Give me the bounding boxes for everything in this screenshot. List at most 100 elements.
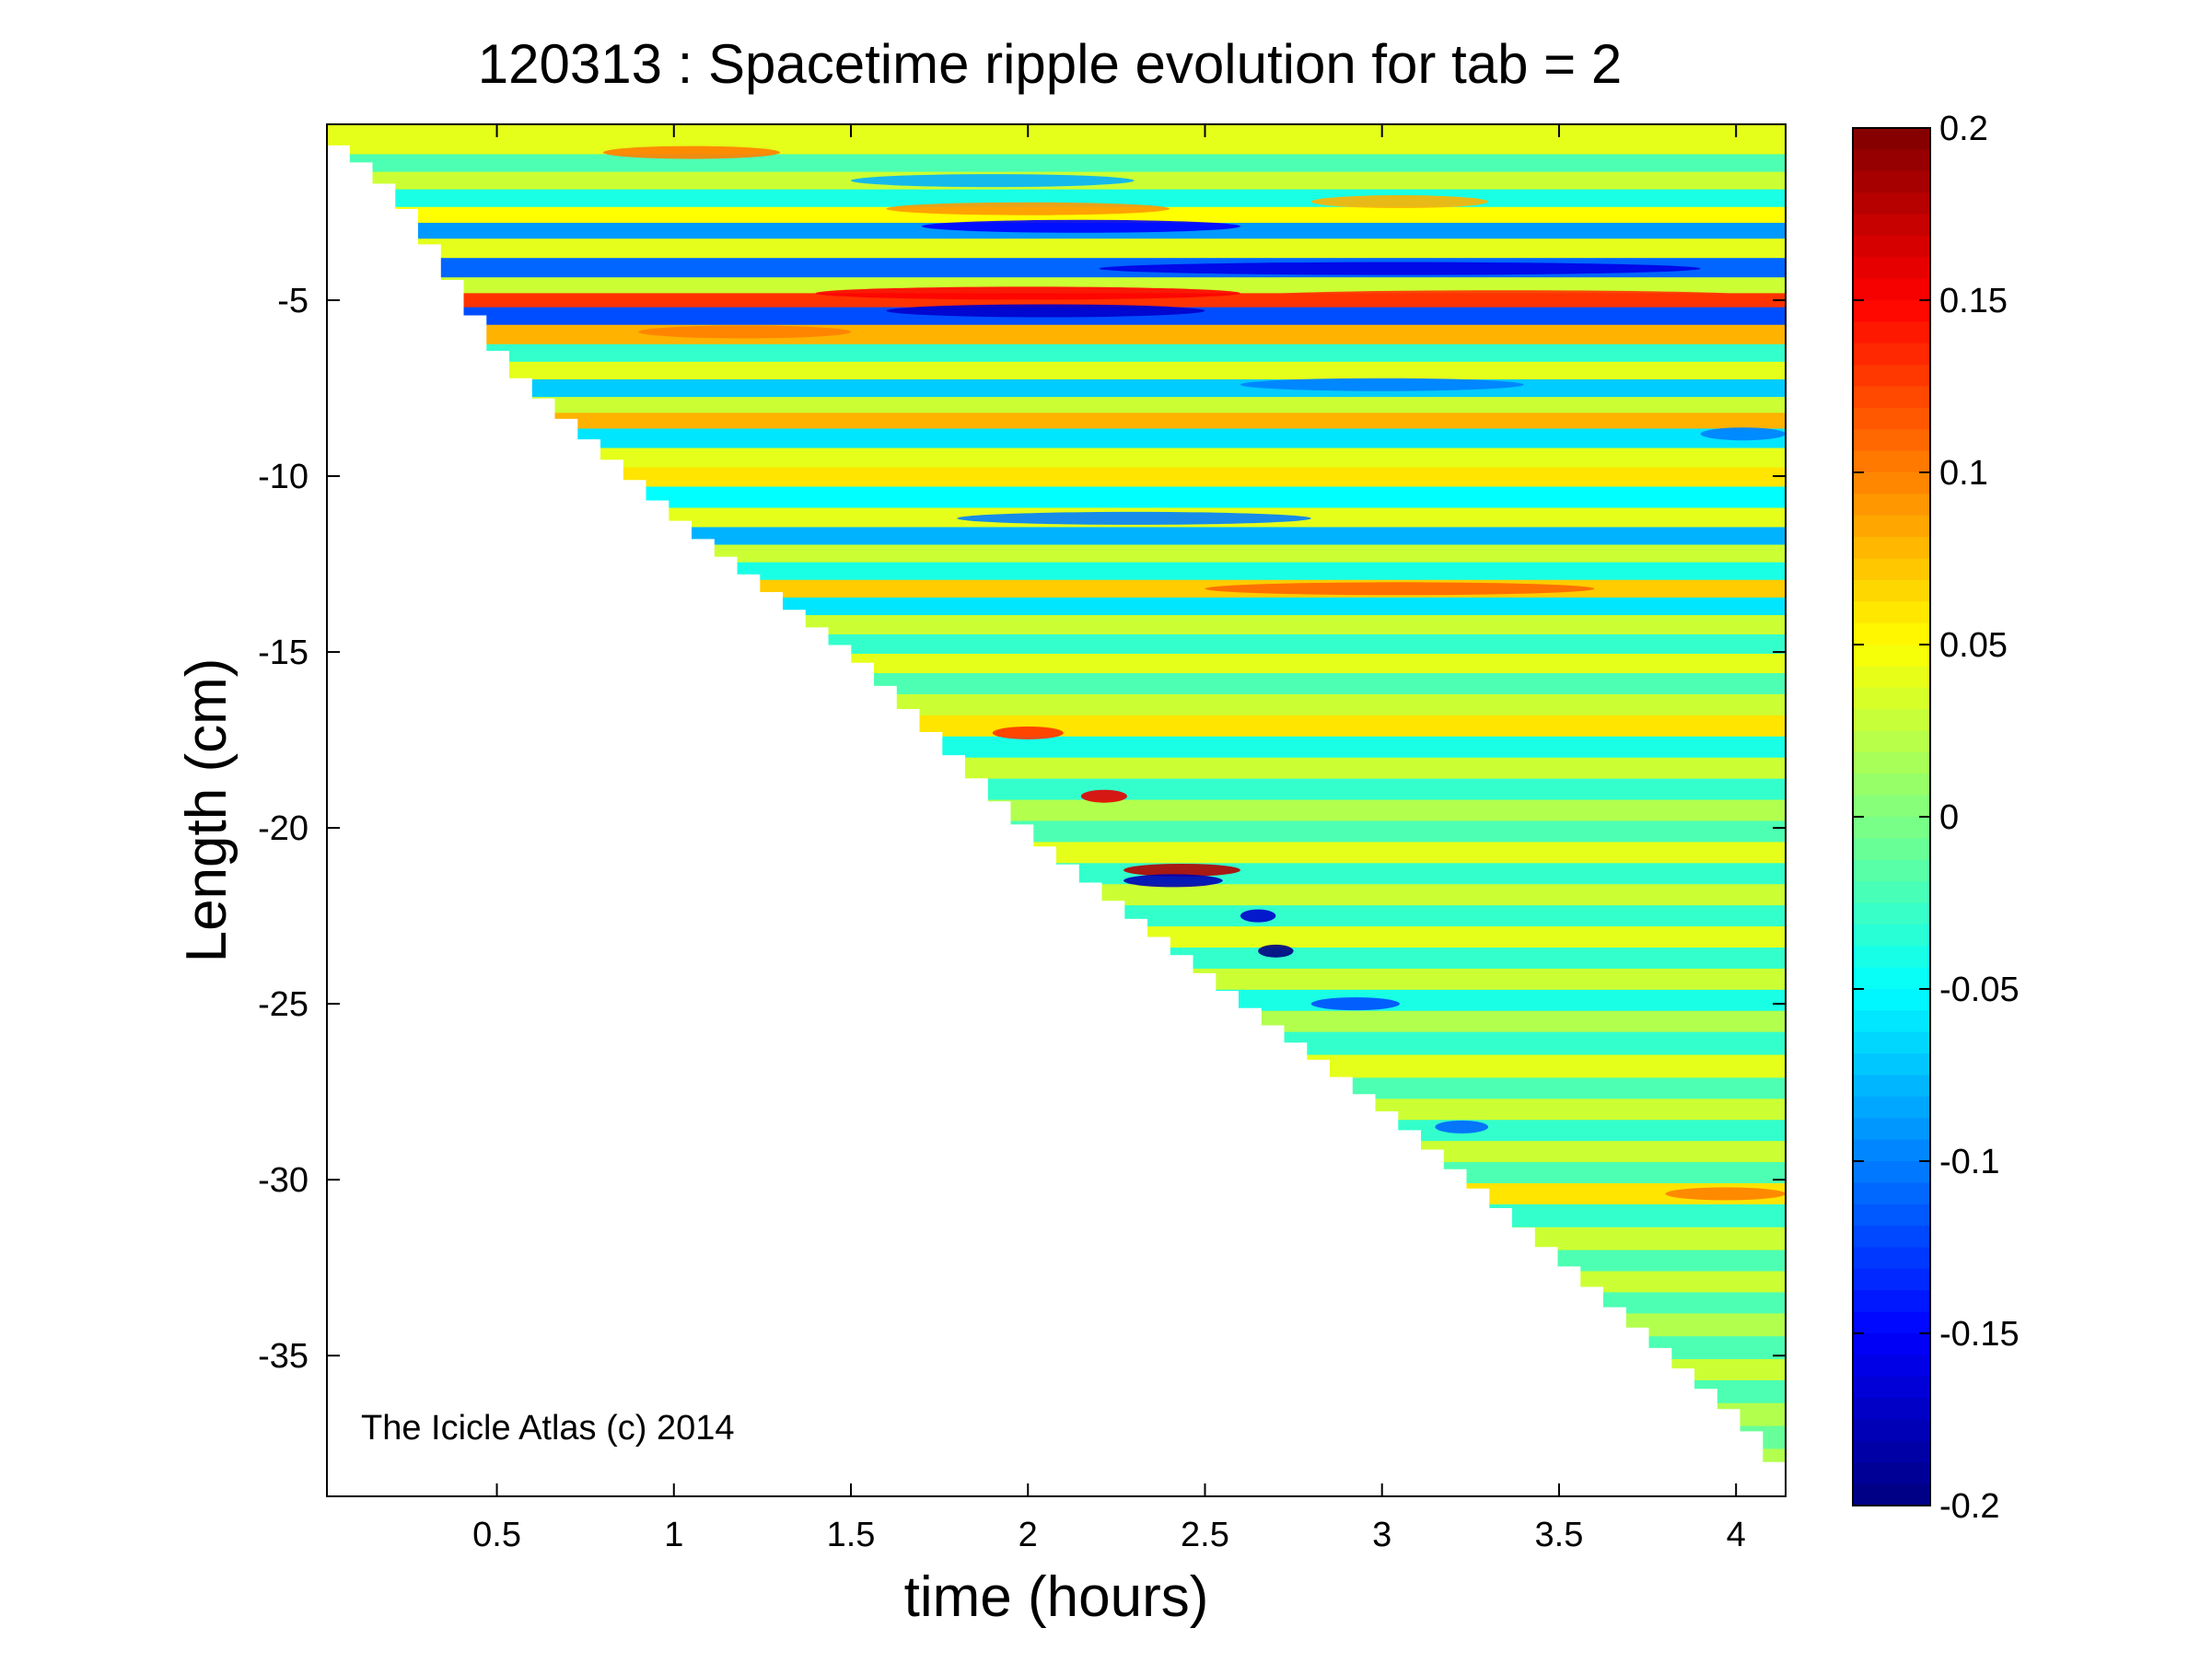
y-axis: -5 -10 -15 -20 -25 -30 -35 bbox=[258, 282, 1786, 1376]
colorbar-swatch bbox=[1853, 645, 1930, 668]
colorbar-swatch bbox=[1853, 558, 1930, 581]
heatmap-feature bbox=[1700, 427, 1786, 441]
heatmap-feature bbox=[815, 286, 1240, 300]
colorbar-tick-label: -0.05 bbox=[1939, 971, 2020, 1009]
chart-title: 120313 : Spacetime ripple evolution for … bbox=[478, 33, 1622, 95]
x-tick-label: 3 bbox=[1372, 1516, 1391, 1554]
colorbar-swatch bbox=[1853, 128, 1930, 151]
heatmap-band bbox=[327, 343, 1786, 363]
colorbar: 0.2 0.15 0.1 0.05 0 -0.05 -0.1 -0.15 -0.2 bbox=[1852, 110, 2020, 1526]
colorbar-swatch bbox=[1853, 365, 1930, 388]
colorbar-swatch bbox=[1853, 537, 1930, 560]
heatmap-band bbox=[327, 486, 1786, 509]
colorbar-swatch bbox=[1853, 1440, 1930, 1464]
colorbar-swatch bbox=[1853, 1118, 1930, 1141]
colorbar-swatch bbox=[1853, 278, 1930, 301]
heatmap-feature bbox=[602, 145, 781, 159]
colorbar-swatch bbox=[1853, 946, 1930, 969]
heatmap-feature bbox=[992, 726, 1064, 739]
colorbar-tick-label: -0.1 bbox=[1939, 1143, 1999, 1181]
colorbar-swatch bbox=[1853, 1096, 1930, 1120]
colorbar-swatch bbox=[1853, 1376, 1930, 1399]
colorbar-swatch bbox=[1853, 214, 1930, 237]
x-tick-label: 2.5 bbox=[1181, 1516, 1229, 1554]
colorbar-swatch bbox=[1853, 1204, 1930, 1227]
colorbar-swatch bbox=[1853, 730, 1930, 753]
colorbar-swatch bbox=[1853, 838, 1930, 861]
colorbar-tick-label: -0.15 bbox=[1939, 1315, 2020, 1354]
heatmap-band bbox=[327, 238, 1786, 259]
heatmap-feature bbox=[1310, 997, 1400, 1011]
heatmap-feature bbox=[638, 325, 852, 339]
heatmap-band bbox=[327, 448, 1786, 469]
colorbar-swatch bbox=[1853, 1010, 1930, 1033]
colorbar-tick-label: 0.15 bbox=[1939, 282, 2008, 320]
heatmap-feature bbox=[886, 202, 1170, 215]
y-tick-label: -10 bbox=[258, 458, 309, 496]
colorbar-swatch bbox=[1853, 1398, 1930, 1421]
colorbar-tick-label: 0.1 bbox=[1939, 454, 1988, 493]
x-axis-label: time (hours) bbox=[904, 1565, 1209, 1629]
colorbar-swatch bbox=[1853, 859, 1930, 882]
copyright-annotation: The Icicle Atlas (c) 2014 bbox=[361, 1409, 735, 1448]
colorbar-swatch bbox=[1853, 989, 1930, 1012]
colorbar-swatch bbox=[1853, 1075, 1930, 1098]
colorbar-swatch bbox=[1853, 429, 1930, 452]
colorbar-swatch bbox=[1853, 1311, 1930, 1334]
heatmap-band bbox=[327, 428, 1786, 449]
colorbar-swatch bbox=[1853, 751, 1930, 775]
colorbar-swatch bbox=[1853, 1462, 1930, 1485]
heatmap-feature bbox=[1205, 582, 1595, 596]
colorbar-swatch bbox=[1853, 1333, 1930, 1356]
colorbar-swatch bbox=[1853, 343, 1930, 366]
colorbar-swatch bbox=[1853, 235, 1930, 259]
no-data-mask bbox=[327, 124, 1786, 1498]
x-tick-label: 1.5 bbox=[827, 1516, 876, 1554]
y-tick-label: -30 bbox=[258, 1161, 309, 1200]
colorbar-swatch bbox=[1853, 902, 1930, 925]
plot-frame bbox=[326, 123, 1787, 1497]
colorbar-tick-label: 0.05 bbox=[1939, 626, 2008, 665]
y-tick-label: -5 bbox=[277, 282, 309, 320]
no-data-region bbox=[327, 124, 1786, 1498]
x-tick-label: 4 bbox=[1727, 1516, 1746, 1554]
colorbar-swatch bbox=[1853, 257, 1930, 280]
colorbar-swatch bbox=[1853, 1161, 1930, 1184]
heatmap-feature bbox=[1123, 863, 1240, 877]
heatmap-feature bbox=[1240, 909, 1276, 923]
heatmap-feature bbox=[1310, 195, 1489, 209]
colorbar-swatch bbox=[1853, 170, 1930, 193]
colorbar-tick-label: 0 bbox=[1939, 798, 1959, 837]
colorbar-swatch bbox=[1853, 192, 1930, 215]
y-tick-label: -20 bbox=[258, 809, 309, 848]
heatmap-band bbox=[327, 324, 1786, 345]
heatmap-feature bbox=[1123, 874, 1223, 888]
colorbar-swatch bbox=[1853, 1139, 1930, 1162]
colorbar-swatch bbox=[1853, 472, 1930, 495]
colorbar-swatch bbox=[1853, 450, 1930, 473]
colorbar-swatch bbox=[1853, 687, 1930, 710]
colorbar-swatch bbox=[1853, 666, 1930, 689]
colorbar-swatch bbox=[1853, 881, 1930, 904]
colorbar-swatch bbox=[1853, 515, 1930, 538]
heatmap-feature bbox=[1258, 944, 1294, 958]
x-tick-label: 2 bbox=[1019, 1516, 1038, 1554]
heatmap-feature bbox=[1099, 262, 1701, 275]
heatmap-band bbox=[327, 124, 1786, 156]
y-tick-label: -35 bbox=[258, 1337, 309, 1376]
colorbar-swatch bbox=[1853, 407, 1930, 431]
heatmap-band bbox=[327, 277, 1786, 294]
y-tick-label: -25 bbox=[258, 985, 309, 1024]
colorbar-swatch bbox=[1853, 773, 1930, 797]
colorbar-swatch bbox=[1853, 709, 1930, 732]
colorbar-swatch bbox=[1853, 1053, 1930, 1076]
heatmap-band bbox=[327, 378, 1786, 398]
colorbar-swatch bbox=[1853, 924, 1930, 948]
heatmap-feature bbox=[1240, 290, 1772, 304]
heatmap-band bbox=[327, 154, 1786, 173]
heatmap-band bbox=[327, 413, 1786, 430]
colorbar-swatch bbox=[1853, 579, 1930, 603]
heatmap-band bbox=[327, 397, 1786, 413]
